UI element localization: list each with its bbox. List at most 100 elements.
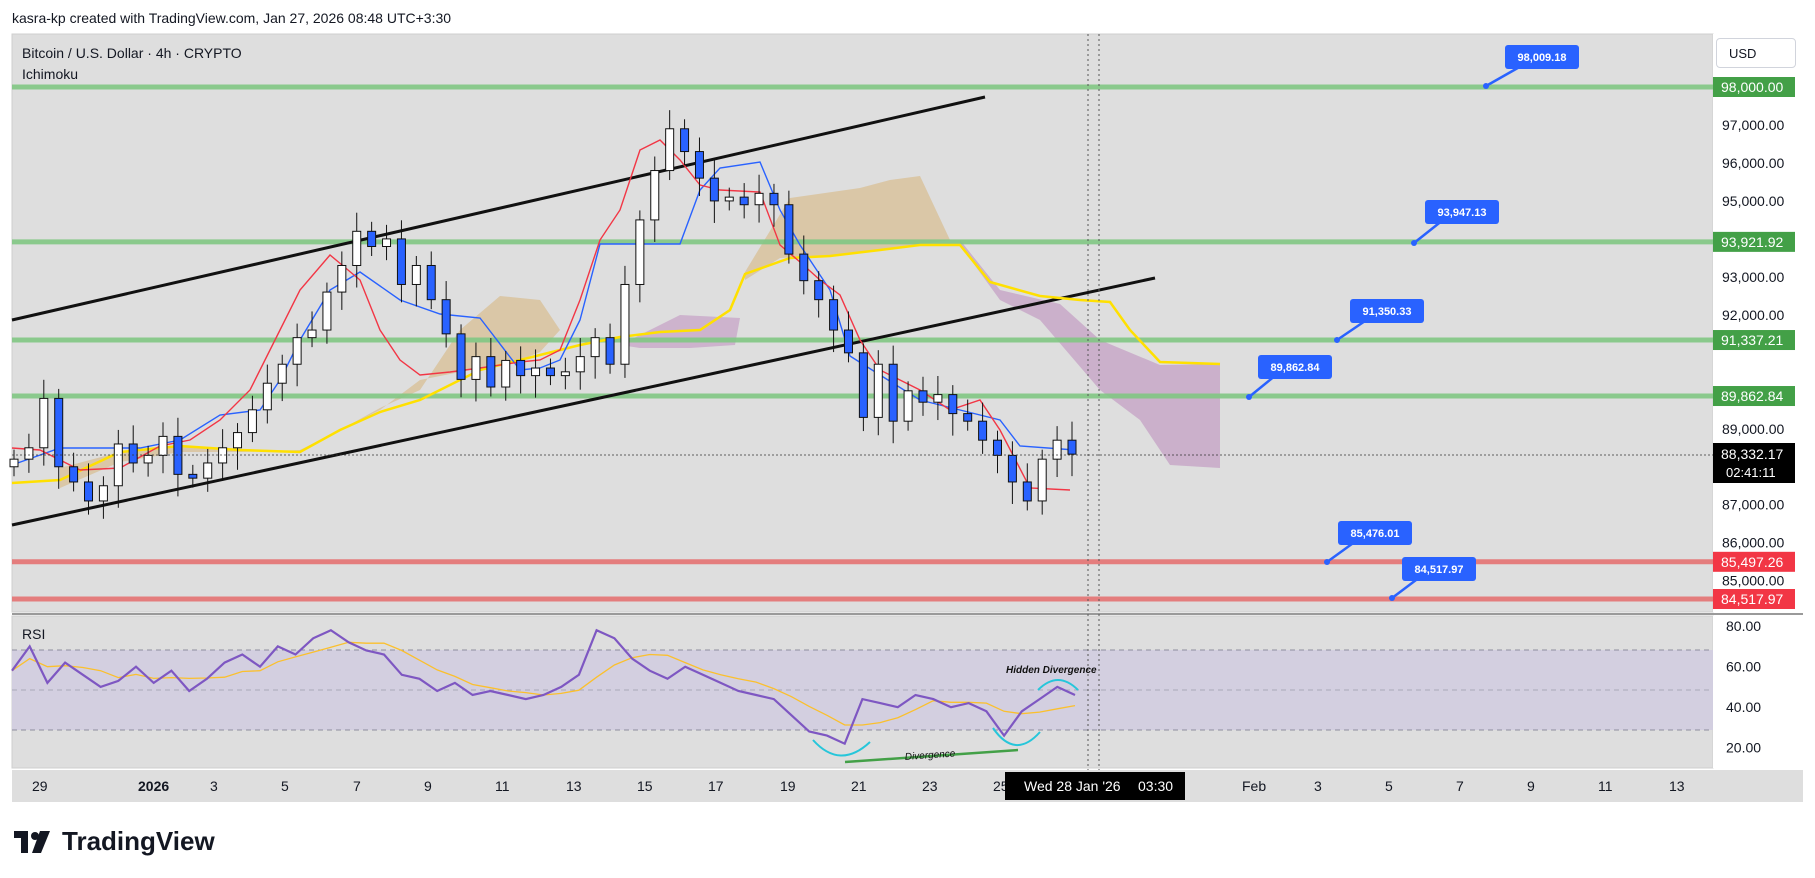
rsi-tick-2: 40.00 bbox=[1726, 699, 1761, 715]
time-tick-7: 13 bbox=[566, 778, 582, 794]
time-tick-6: 11 bbox=[495, 778, 510, 794]
candle-body-13 bbox=[203, 462, 213, 479]
cloud-bullish-2 bbox=[745, 176, 950, 280]
candle-body-38 bbox=[575, 356, 585, 373]
candle-body-57 bbox=[858, 352, 868, 418]
candle-body-40 bbox=[605, 337, 615, 365]
price-pane bbox=[11, 33, 1714, 613]
time-tick-17: 7 bbox=[1456, 778, 1464, 794]
level-label-1: 93,921.92 bbox=[1721, 234, 1783, 250]
candle-body-56 bbox=[843, 329, 853, 354]
callout-box-2 bbox=[1350, 299, 1424, 323]
level-label-3: 89,862.84 bbox=[1721, 388, 1783, 404]
crosshair-date: Wed 28 Jan '26 bbox=[1024, 778, 1121, 794]
price-tick-1: 96,000.00 bbox=[1722, 155, 1784, 171]
candle-body-0 bbox=[9, 458, 19, 468]
candle-body-27 bbox=[411, 264, 421, 285]
tradingview-logo: TradingView bbox=[14, 826, 215, 857]
level-label-0: 98,000.00 bbox=[1721, 79, 1783, 95]
level-label-box-2 bbox=[1713, 330, 1795, 351]
tradingview-logo-icon bbox=[14, 830, 50, 853]
candle-body-2 bbox=[39, 397, 49, 449]
hidden-divergence-label: Hidden Divergence bbox=[1006, 665, 1097, 676]
divergence-label: Divergence bbox=[904, 748, 956, 763]
candle-body-39 bbox=[590, 337, 600, 358]
last-price-countdown: 02:41:11 bbox=[1726, 465, 1776, 480]
candle-body-8 bbox=[128, 443, 138, 464]
candle-body-53 bbox=[799, 253, 809, 282]
price-tick-0: 97,000.00 bbox=[1722, 117, 1784, 133]
level-label-box-4 bbox=[1713, 551, 1795, 572]
price-tick-2: 95,000.00 bbox=[1722, 193, 1784, 209]
candle-body-35 bbox=[531, 367, 541, 377]
candle-body-33 bbox=[501, 359, 511, 388]
indicator-legend: Ichimoku bbox=[22, 66, 79, 82]
candle-body-21 bbox=[322, 291, 332, 331]
level-label-box-5 bbox=[1713, 589, 1795, 609]
candle-body-64 bbox=[963, 413, 973, 422]
level-label-2: 91,337.21 bbox=[1721, 332, 1783, 348]
candle-body-3 bbox=[54, 397, 64, 468]
candle-body-70 bbox=[1052, 439, 1062, 460]
candle-body-5 bbox=[84, 481, 94, 502]
tradingview-brand: TradingView bbox=[62, 826, 215, 856]
cloud-bullish-1 bbox=[60, 296, 560, 488]
candle-body-45 bbox=[680, 128, 690, 153]
candle-body-24 bbox=[367, 230, 377, 248]
rsi-axis-bg bbox=[1713, 616, 1803, 768]
time-tick-20: 13 bbox=[1669, 778, 1685, 794]
candle-body-29 bbox=[441, 299, 451, 335]
callout-label-4: 85,476.01 bbox=[1351, 528, 1400, 540]
candle-body-50 bbox=[754, 192, 764, 206]
time-tick-12: 23 bbox=[922, 778, 938, 794]
candle-body-48 bbox=[724, 196, 734, 202]
candle-body-62 bbox=[933, 394, 943, 403]
candle-body-16 bbox=[247, 409, 257, 434]
candle-body-43 bbox=[650, 170, 660, 221]
callout-box-1 bbox=[1425, 200, 1499, 224]
candle-body-44 bbox=[665, 128, 675, 172]
callout-label-3: 89,862.84 bbox=[1271, 362, 1321, 374]
level-label-box-3 bbox=[1713, 386, 1795, 407]
last-price-box bbox=[1713, 443, 1795, 483]
price-tick-5: 89,000.00 bbox=[1722, 421, 1784, 437]
callout-label-1: 93,947.13 bbox=[1438, 207, 1487, 219]
currency-button[interactable]: USD bbox=[1716, 38, 1796, 68]
candle-body-10 bbox=[158, 435, 168, 456]
candle-body-60 bbox=[903, 390, 913, 422]
rsi-tick-0: 80.00 bbox=[1726, 618, 1761, 634]
last-price-value: 88,332.17 bbox=[1721, 446, 1783, 462]
candle-body-4 bbox=[69, 466, 79, 483]
callout-anchor-3 bbox=[1246, 394, 1252, 400]
rsi-line bbox=[11, 628, 1076, 746]
candle-body-55 bbox=[829, 299, 839, 331]
price-tick-8: 85,000.00 bbox=[1722, 573, 1784, 589]
channel-upper-line-1 bbox=[11, 95, 986, 322]
candle-body-68 bbox=[1022, 481, 1032, 502]
level-label-5: 84,517.97 bbox=[1721, 591, 1783, 607]
candle-body-25 bbox=[382, 238, 392, 248]
candle-body-61 bbox=[918, 390, 928, 403]
time-tick-19: 11 bbox=[1598, 778, 1613, 794]
candle-body-31 bbox=[471, 356, 481, 380]
crosshair-time: 03:30 bbox=[1138, 778, 1173, 794]
time-axis bbox=[12, 770, 1803, 802]
price-axis-bg bbox=[1713, 34, 1803, 612]
candle-body-52 bbox=[784, 204, 794, 255]
hidden-divergence-arc bbox=[1037, 679, 1079, 691]
callout-anchor-1 bbox=[1411, 240, 1417, 246]
time-tick-2: 3 bbox=[210, 778, 218, 794]
cloud-bearish-2 bbox=[960, 240, 1220, 468]
candle-body-19 bbox=[292, 337, 302, 365]
time-tick-10: 19 bbox=[780, 778, 796, 794]
candle-body-28 bbox=[426, 264, 436, 301]
time-tick-16: 5 bbox=[1385, 778, 1393, 794]
channel-lower-line bbox=[11, 276, 1156, 527]
level-label-box-1 bbox=[1713, 231, 1795, 252]
candle-body-66 bbox=[992, 439, 1002, 456]
price-tick-3: 93,000.00 bbox=[1722, 269, 1784, 285]
candle-body-36 bbox=[545, 367, 555, 377]
time-tick-5: 9 bbox=[424, 778, 432, 794]
level-label-box-0 bbox=[1713, 77, 1795, 97]
